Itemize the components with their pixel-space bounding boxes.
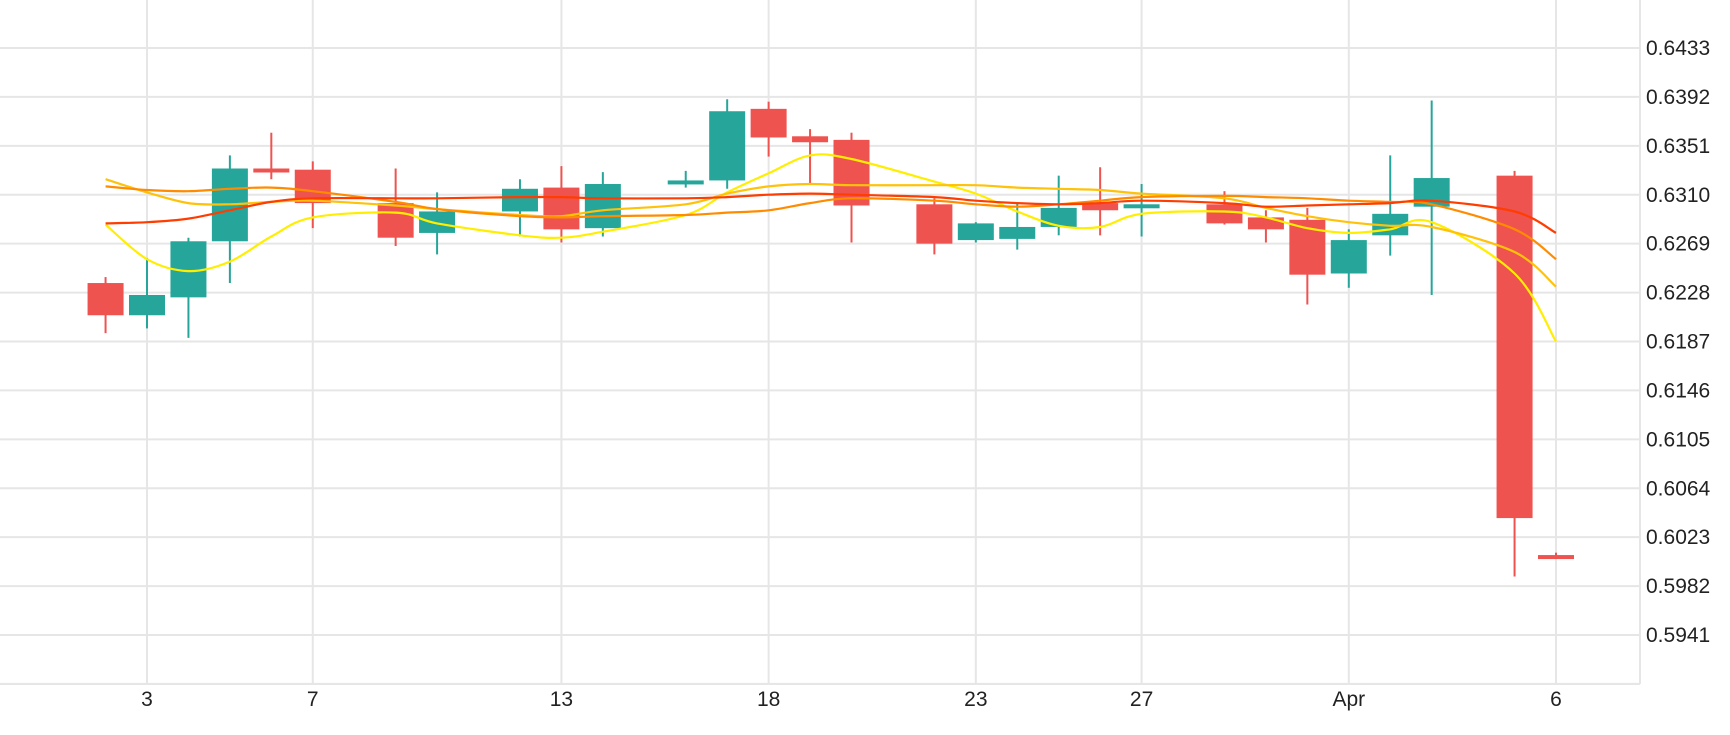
candle-body	[377, 203, 414, 238]
y-tick-label: 0.6228	[1646, 282, 1710, 305]
candle-body	[709, 111, 746, 181]
y-tick-label: 0.6146	[1646, 379, 1710, 402]
candle-down	[543, 166, 580, 243]
y-tick-label: 0.5982	[1646, 575, 1710, 598]
x-tick-label: 23	[964, 688, 987, 711]
moving-average-line-2	[105, 178, 1557, 288]
candle-up	[501, 179, 538, 237]
candle-body	[1247, 217, 1284, 230]
candle-down	[1538, 552, 1574, 560]
grid-layer	[0, 0, 1641, 685]
candle-down	[792, 129, 829, 185]
candle-up	[129, 257, 165, 329]
candle-up	[1372, 155, 1409, 256]
candle-down	[750, 101, 787, 157]
candle-up	[584, 172, 621, 237]
candle-body	[584, 184, 621, 229]
moving-average-line-3	[105, 185, 1557, 261]
candle-body	[750, 108, 787, 138]
candle-body	[792, 136, 829, 143]
x-tick-label: 13	[550, 688, 573, 711]
candle-body	[87, 283, 124, 316]
candle-down	[87, 277, 124, 334]
candle-body	[957, 223, 994, 241]
candle-down	[1496, 170, 1533, 577]
x-tick-label: 27	[1130, 688, 1153, 711]
candle-up	[709, 99, 746, 189]
candle-up	[957, 222, 994, 243]
candle-up	[999, 203, 1036, 250]
y-tick-label: 0.5941	[1646, 624, 1710, 647]
candle-down	[1289, 207, 1326, 305]
moving-average-layer	[104, 153, 1557, 343]
x-tick-label: 6	[1550, 688, 1562, 711]
candle-body	[1206, 204, 1243, 224]
y-tick-label: 0.6105	[1646, 428, 1710, 451]
candle-body	[543, 187, 580, 230]
y-tick-label: 0.6023	[1646, 526, 1710, 549]
x-tick-label: Apr	[1332, 688, 1365, 711]
candle-up	[170, 237, 207, 338]
candle-body	[1082, 203, 1119, 211]
candle-down	[833, 132, 870, 243]
candle-down	[377, 168, 414, 247]
candle-body	[253, 168, 290, 173]
y-tick-label: 0.6433	[1646, 37, 1710, 60]
candle-body	[419, 211, 456, 233]
candle-body	[667, 180, 704, 185]
candle-down	[916, 198, 953, 255]
candle-down	[1247, 210, 1284, 243]
y-tick-label: 0.6351	[1646, 135, 1710, 158]
candle-body	[999, 226, 1036, 239]
candle-body	[916, 204, 953, 244]
candle-up	[1413, 100, 1450, 295]
x-tick-label: 18	[757, 688, 780, 711]
axis-layer: 0.6433 0.6392 0.6351 0.6310 0.6269 0.6228 0.61…	[141, 37, 1710, 711]
moving-average-line-1	[104, 153, 1557, 343]
candle-body	[501, 188, 538, 212]
y-tick-label: 0.6269	[1646, 233, 1710, 256]
candle-up	[1330, 229, 1367, 288]
candle-body	[1123, 204, 1160, 209]
moving-average-line-4	[105, 192, 1557, 234]
candle-up	[667, 170, 704, 188]
candle-layer	[87, 99, 1574, 577]
candle-down	[253, 132, 290, 180]
candle-body	[1040, 207, 1077, 227]
x-tick-label: 7	[307, 688, 319, 711]
x-tick-label: 3	[141, 688, 153, 711]
y-tick-label: 0.6064	[1646, 477, 1711, 500]
y-tick-label: 0.6392	[1646, 86, 1710, 109]
candle-body	[1330, 240, 1367, 274]
y-tick-label: 0.6310	[1646, 184, 1710, 207]
y-tick-label: 0.6187	[1646, 331, 1710, 354]
candle-body	[129, 294, 165, 316]
candle-up	[211, 155, 248, 284]
candle-body	[1538, 555, 1574, 560]
candle-body	[1496, 175, 1533, 519]
